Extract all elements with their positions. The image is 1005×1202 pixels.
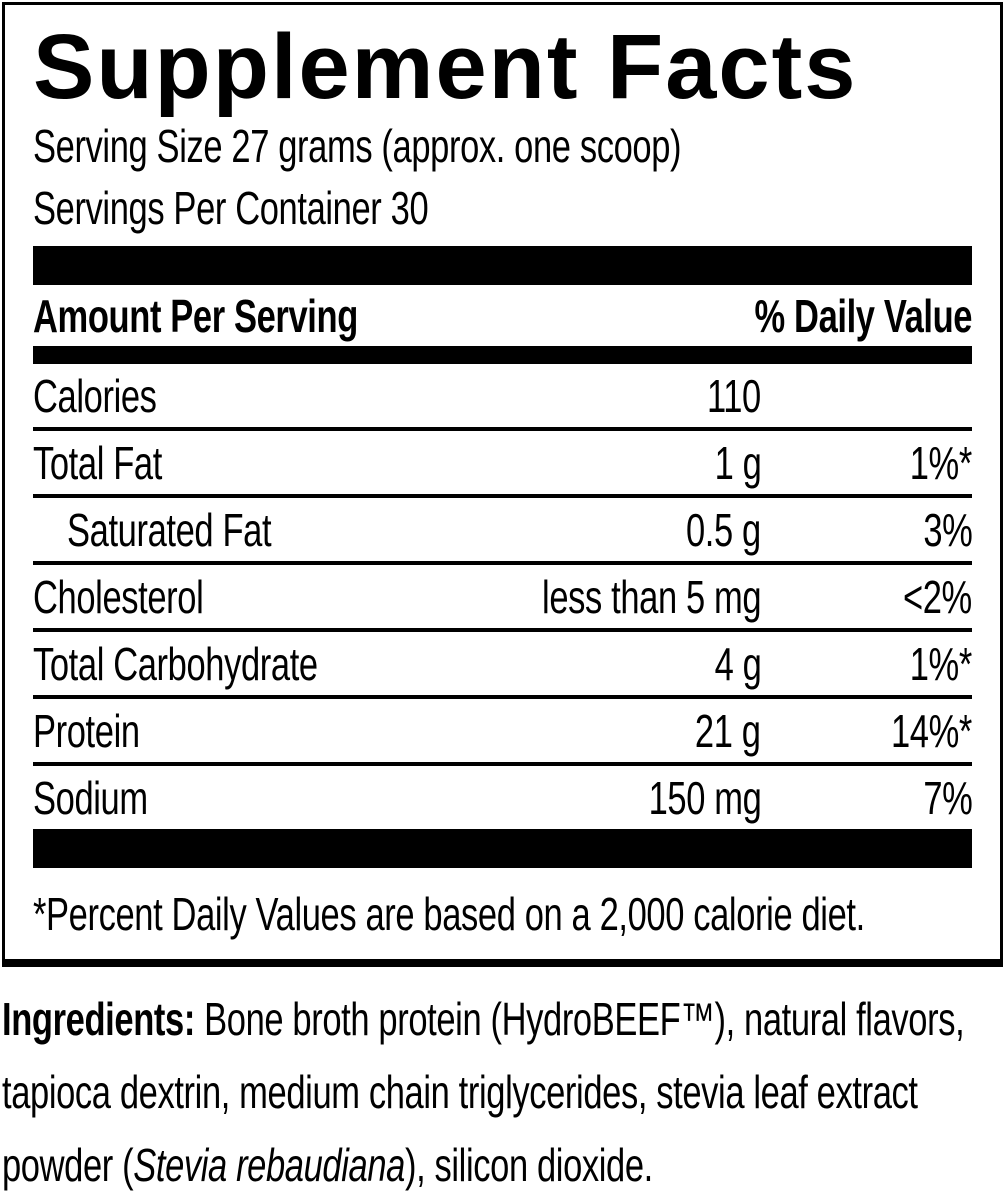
amount-per-serving-header: Amount Per Serving xyxy=(33,289,358,342)
nutrient-row: Calories 110 xyxy=(33,364,972,431)
panel-title: Supplement Facts xyxy=(33,16,858,118)
ingredients-paragraph: Ingredients: Bone broth protein (HydroBE… xyxy=(2,983,1005,1202)
nutrient-name-cell: Saturated Fat xyxy=(33,503,441,557)
nutrient-name: Sodium xyxy=(33,771,148,824)
nutrient-daily-value: 7% xyxy=(922,771,972,824)
nutrient-row: Sodium 150 mg 7% xyxy=(33,766,972,829)
servings-per-container-line: Servings Per Container 30 xyxy=(33,177,972,239)
nutrient-name: Cholesterol xyxy=(33,570,204,623)
nutrient-name: Calories xyxy=(33,369,157,422)
nutrient-daily-value: 1%* xyxy=(909,637,973,690)
nutrient-amount-cell: 1 g xyxy=(441,436,761,490)
nutrient-name-cell: Total Carbohydrate xyxy=(33,637,441,691)
nutrient-daily-value-cell: 3% xyxy=(761,503,972,557)
nutrient-daily-value-cell: 7% xyxy=(761,771,972,825)
nutrient-name: Total Fat xyxy=(33,436,162,489)
nutrient-amount: 110 xyxy=(707,369,761,422)
nutrient-daily-value: <2% xyxy=(903,570,972,623)
nutrient-daily-value-cell: <2% xyxy=(761,570,972,624)
nutrient-amount-cell: 150 mg xyxy=(441,771,761,825)
ingredients-body-text-end: ), silicon dioxide. xyxy=(404,1139,653,1191)
supplement-facts-panel: Supplement Facts Serving Size 27 grams (… xyxy=(2,2,1003,967)
nutrient-name: Total Carbohydrate xyxy=(33,637,318,690)
nutrient-amount: less than 5 mg xyxy=(541,570,762,623)
daily-value-header: % Daily Value xyxy=(754,289,972,342)
nutrient-amount: 0.5 g xyxy=(686,503,761,556)
nutrient-daily-value-cell xyxy=(761,369,972,423)
ingredients-species-italic: Stevia rebaudiana xyxy=(133,1139,405,1191)
thick-divider-bottom xyxy=(33,829,972,868)
nutrient-name-cell: Total Fat xyxy=(33,436,441,490)
table-header-row: Amount Per Serving % Daily Value xyxy=(33,285,972,346)
nutrient-name: Protein xyxy=(33,704,140,757)
nutrient-row: Total Carbohydrate 4 g 1%* xyxy=(33,632,972,699)
nutrient-daily-value: 14%* xyxy=(891,704,972,757)
footnote-row: *Percent Daily Values are based on a 2,0… xyxy=(33,868,972,959)
nutrient-name-cell: Cholesterol xyxy=(33,570,441,624)
nutrient-amount: 150 mg xyxy=(648,771,761,824)
nutrient-name-cell: Protein xyxy=(33,704,441,758)
footnote-text: *Percent Daily Values are based on a 2,0… xyxy=(33,887,865,940)
nutrient-daily-value-cell: 14%* xyxy=(761,704,972,758)
nutrient-amount-cell: less than 5 mg xyxy=(441,570,762,624)
nutrient-daily-value-cell: 1%* xyxy=(761,436,973,490)
thick-divider-header xyxy=(33,346,972,364)
nutrient-row: Saturated Fat 0.5 g 3% xyxy=(33,498,972,565)
nutrient-row: Protein 21 g 14%* xyxy=(33,699,972,766)
nutrient-name-cell: Sodium xyxy=(33,771,441,825)
nutrient-rows: Calories 110 Total Fat 1 g 1%* xyxy=(33,364,972,829)
nutrient-name-cell: Calories xyxy=(33,369,441,423)
nutrient-amount: 21 g xyxy=(695,704,761,757)
serving-size-text: Serving Size 27 grams (approx. one scoop… xyxy=(33,120,682,172)
nutrient-daily-value: 3% xyxy=(922,503,972,556)
nutrient-name: Saturated Fat xyxy=(67,503,272,556)
nutrient-daily-value: 1%* xyxy=(909,436,973,489)
nutrient-amount-cell: 4 g xyxy=(441,637,761,691)
nutrient-daily-value-cell: 1%* xyxy=(761,637,973,691)
nutrient-row: Total Fat 1 g 1%* xyxy=(33,431,972,498)
nutrient-row: Cholesterol less than 5 mg <2% xyxy=(33,565,972,632)
ingredients-label: Ingredients: xyxy=(2,993,195,1045)
nutrient-amount: 4 g xyxy=(714,637,761,690)
ingredients-body-text: Bone broth protein (HydroBEEF™), natural… xyxy=(2,993,965,1191)
serving-size-line: Serving Size 27 grams (approx. one scoop… xyxy=(33,115,972,177)
thick-divider-top xyxy=(33,246,972,285)
servings-per-container-text: Servings Per Container 30 xyxy=(33,182,429,234)
nutrient-amount-cell: 110 xyxy=(441,369,761,423)
nutrient-amount-cell: 21 g xyxy=(441,704,761,758)
nutrient-amount-cell: 0.5 g xyxy=(441,503,761,557)
nutrient-amount: 1 g xyxy=(714,436,761,489)
ingredients-text: Ingredients: Bone broth protein (HydroBE… xyxy=(2,983,1005,1202)
